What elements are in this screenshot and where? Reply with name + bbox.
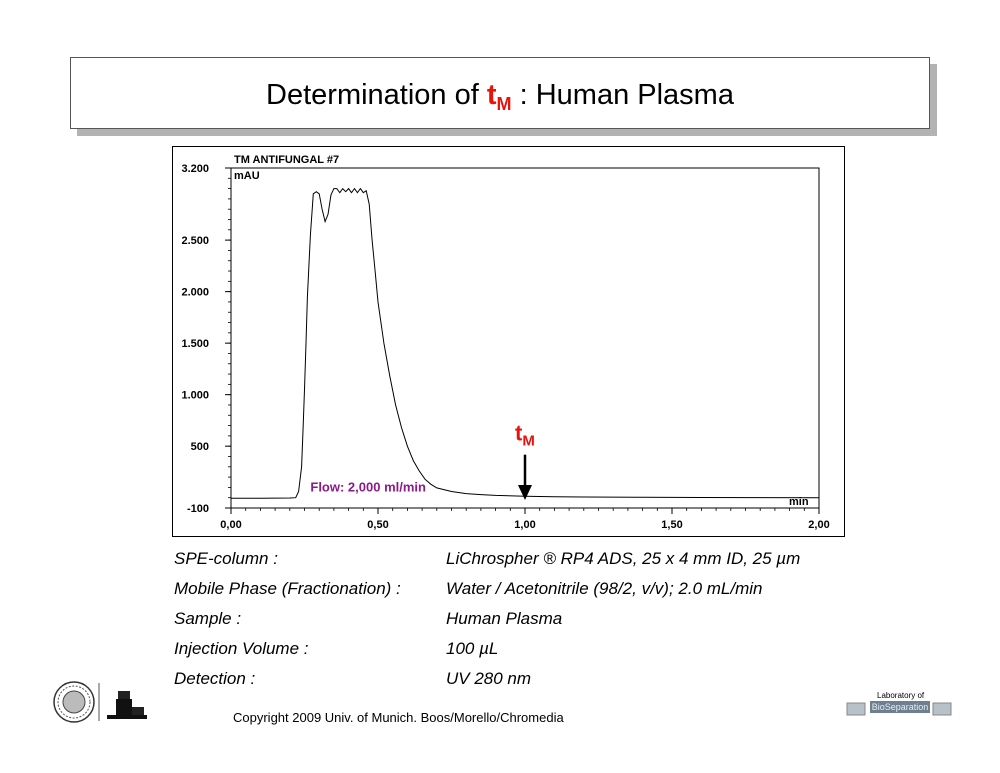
detail-value: UV 280 nm bbox=[446, 669, 532, 688]
x-tick-label: 1,50 bbox=[661, 519, 682, 531]
x-tick-label: 0,50 bbox=[367, 519, 388, 531]
y-tick-label: 2.500 bbox=[181, 235, 209, 247]
tm-marker-sub: M bbox=[522, 433, 535, 450]
x-tick-label: 0,00 bbox=[220, 519, 241, 531]
tm-marker-t: t bbox=[515, 421, 523, 446]
y-unit-label: mAU bbox=[234, 170, 260, 182]
title-prefix: Determination of bbox=[266, 79, 479, 111]
detail-label: Injection Volume : bbox=[174, 639, 309, 658]
run-label: TM ANTIFUNGAL #7 bbox=[234, 154, 339, 166]
university-seal-logo bbox=[52, 681, 152, 728]
title-tm-symbol: tM bbox=[486, 79, 512, 114]
chromatogram-chart: -100 500 1.000 1.500 2.000 2.500 3.200 0,00 0,50… bbox=[172, 146, 845, 537]
x-unit-label: min bbox=[789, 496, 809, 508]
detail-label: Detection : bbox=[174, 669, 256, 688]
detail-label: Sample : bbox=[174, 609, 242, 628]
flow-annotation: Flow: 2,000 ml/min bbox=[310, 480, 426, 495]
slide-title: Determination of tM : Human Plasma bbox=[71, 77, 929, 122]
copyright-text: Copyright 2009 Univ. of Munich. Boos/Mor… bbox=[233, 710, 564, 725]
y-tick-label: 1.500 bbox=[181, 338, 209, 350]
detail-value: Water / Acetonitrile (98/2, v/v); 2.0 mL… bbox=[446, 579, 763, 598]
detail-label: SPE-column : bbox=[174, 549, 278, 568]
y-tick-label: 500 bbox=[191, 441, 209, 453]
bioseparation-lab-logo bbox=[845, 690, 955, 725]
y-tick-label: 1.000 bbox=[181, 390, 209, 402]
detail-value: LiChrospher ® RP4 ADS, 25 x 4 mm ID, 25 … bbox=[446, 549, 801, 568]
y-tick-label: 3.200 bbox=[181, 163, 209, 175]
x-tick-label: 1,00 bbox=[514, 519, 535, 531]
detail-value: 100 µL bbox=[446, 639, 499, 658]
y-tick-label: 2.000 bbox=[181, 287, 209, 299]
tm-arrow-head bbox=[518, 485, 532, 500]
lab-logo-name: BioSeparation bbox=[870, 701, 930, 713]
x-tick-label: 2,00 bbox=[808, 519, 829, 531]
title-suffix: : Human Plasma bbox=[519, 79, 734, 111]
detail-value: Human Plasma bbox=[446, 609, 563, 628]
lab-logo-caption: Laboratory of bbox=[877, 691, 925, 700]
y-tick-label: -100 bbox=[187, 503, 209, 515]
chart-svg: -100 500 1.000 1.500 2.000 2.500 3.200 0,00 0,50… bbox=[181, 154, 829, 531]
title-box: Determination of tM : Human Plasma bbox=[70, 57, 930, 129]
tm-marker-symbol: tM bbox=[515, 421, 535, 450]
series-line bbox=[231, 187, 820, 499]
detail-label: Mobile Phase (Fractionation) : bbox=[174, 579, 401, 598]
